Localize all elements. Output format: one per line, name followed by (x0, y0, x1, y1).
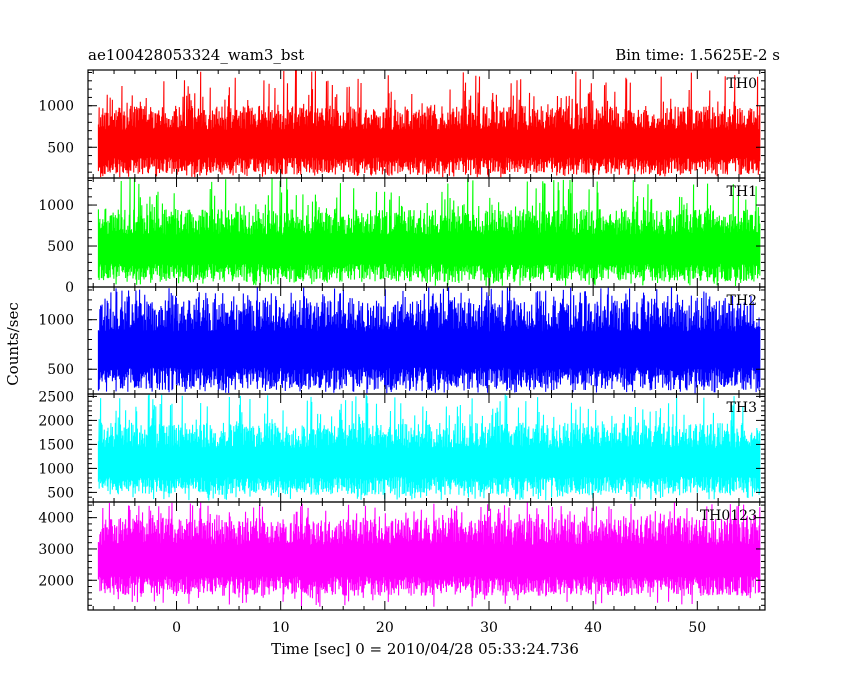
y-axis-label: Counts/sec (4, 302, 22, 386)
x-tick-label: 10 (272, 620, 290, 636)
y-tick-label: 1000 (38, 461, 74, 477)
x-tick-label: 50 (688, 620, 706, 636)
panel-label-th3: TH3 (727, 400, 757, 416)
x-tick-label: 30 (480, 620, 498, 636)
chart-title-right: Bin time: 1.5625E-2 s (615, 46, 780, 64)
series-line-th0123 (97, 502, 761, 607)
panel-label-th1: TH1 (727, 184, 757, 200)
chart-title-left: ae100428053324_wam3_bst (88, 46, 304, 64)
y-tick-label: 1000 (38, 198, 74, 214)
y-tick-label: 2500 (38, 389, 74, 405)
y-tick-label: 2000 (38, 573, 74, 589)
y-tick-label: 4000 (38, 511, 74, 527)
series-line-th3 (97, 394, 761, 501)
panel-th0123: 2000 3000 4000 TH0123 (38, 501, 766, 611)
x-tick-label: 0 (172, 620, 181, 636)
x-tick-label: 20 (376, 620, 394, 636)
panel-th2: 500 1000 TH2 (38, 286, 766, 395)
x-axis-label: Time [sec] 0 = 2010/04/28 05:33:24.736 (271, 640, 579, 658)
panel-label-th0123: TH0123 (700, 508, 757, 524)
y-tick-label: 500 (47, 362, 74, 378)
y-tick-label: 0 (65, 280, 74, 296)
panel-th0: 500 1000 TH0 (38, 69, 766, 179)
y-tick-label: 3000 (38, 542, 74, 558)
y-tick-label: 500 (47, 485, 74, 501)
panel-stack: 5001000TH005001000TH15001000TH2500100015… (38, 69, 766, 636)
y-tick-label: 2000 (38, 413, 74, 429)
y-tick-label: 1000 (38, 99, 74, 115)
panel-label-th2: TH2 (727, 293, 757, 309)
panel-label-th0: TH0 (727, 76, 757, 92)
series-line-th1 (97, 178, 761, 287)
panel-th3: 500 1000 1500 2000 2500 TH3 (38, 389, 766, 503)
y-tick-label: 1500 (38, 437, 74, 453)
series-line-th0 (97, 70, 761, 178)
y-tick-label: 500 (47, 239, 74, 255)
y-tick-label: 1000 (38, 313, 74, 329)
panel-th1: 0 500 1000 TH1 (38, 177, 766, 296)
series-line-th2 (97, 287, 761, 394)
y-tick-label: 500 (47, 140, 74, 156)
x-tick-label: 40 (584, 620, 602, 636)
